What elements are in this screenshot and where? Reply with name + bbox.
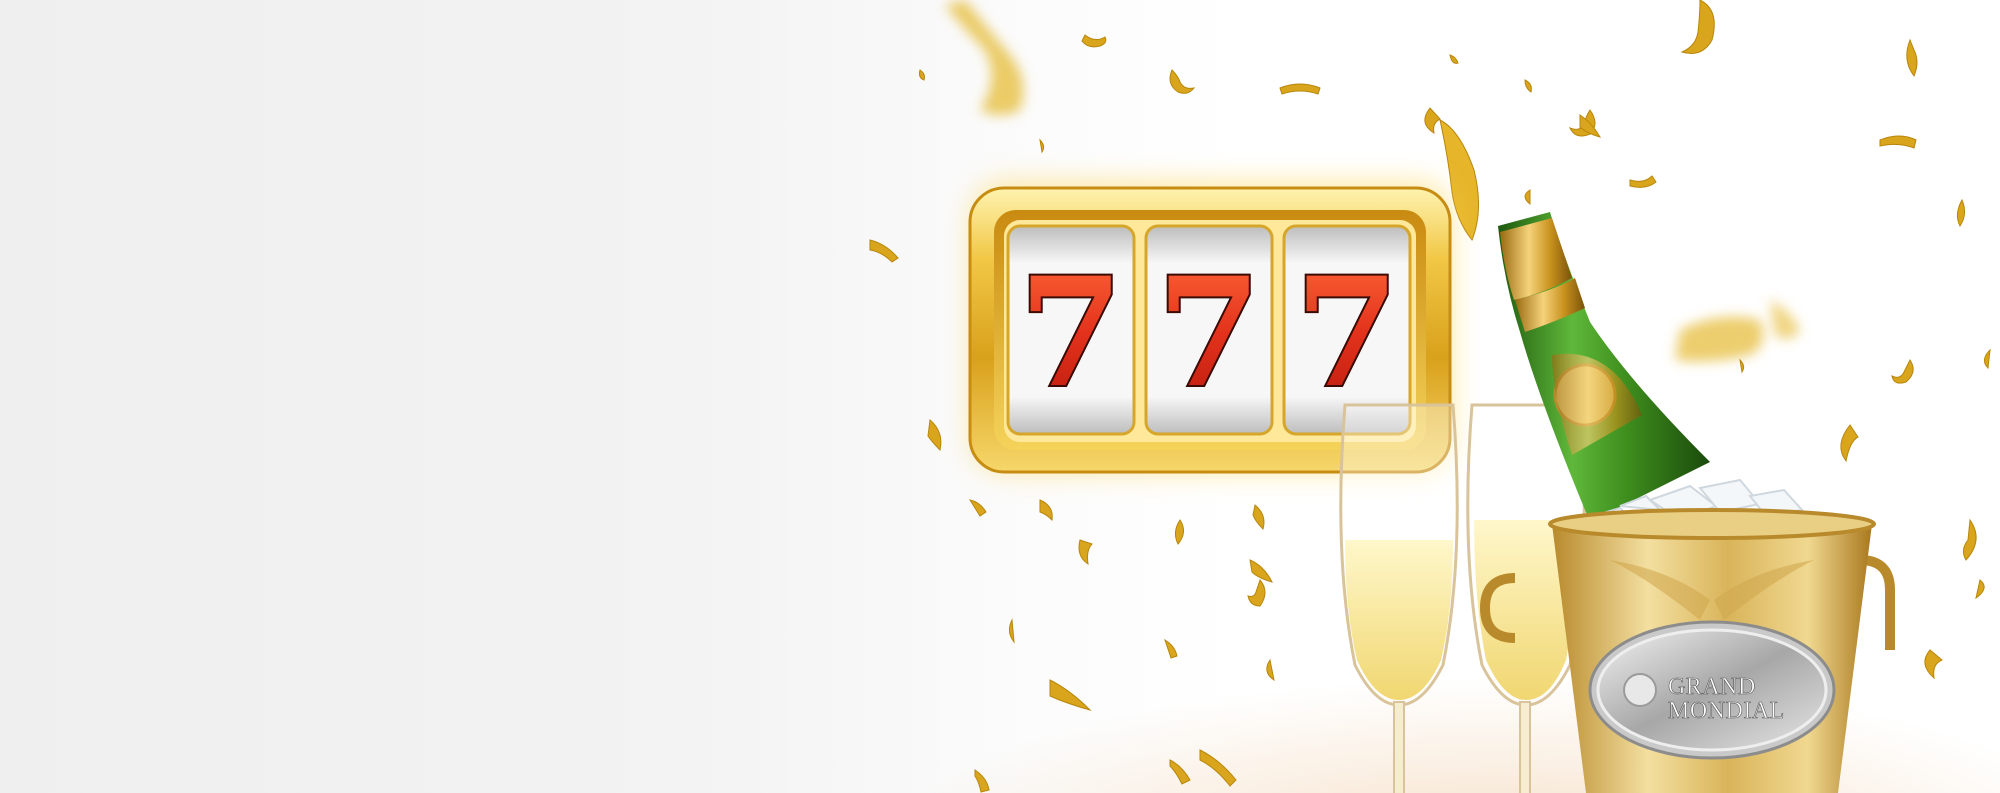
champagne-bottle-icon [1498, 212, 1710, 522]
slot-reels [1006, 224, 1412, 436]
bucket-label-line2: MONDIAL [1668, 698, 1785, 724]
slot-symbol-2: 7 [1157, 245, 1261, 421]
brand-emblem-icon [1623, 673, 1657, 707]
champagne-glass-icon [1339, 403, 1459, 793]
slot-machine-icon: 7 7 7 [968, 182, 1452, 474]
ice-bucket-icon: GRAND MONDIAL [1479, 508, 1895, 793]
bucket-label-line1: GRAND [1668, 674, 1756, 700]
slot-symbol-3: 7 [1295, 245, 1399, 421]
slot-symbol-1: 7 [1019, 245, 1123, 421]
blurred-confetti [945, 0, 1800, 362]
